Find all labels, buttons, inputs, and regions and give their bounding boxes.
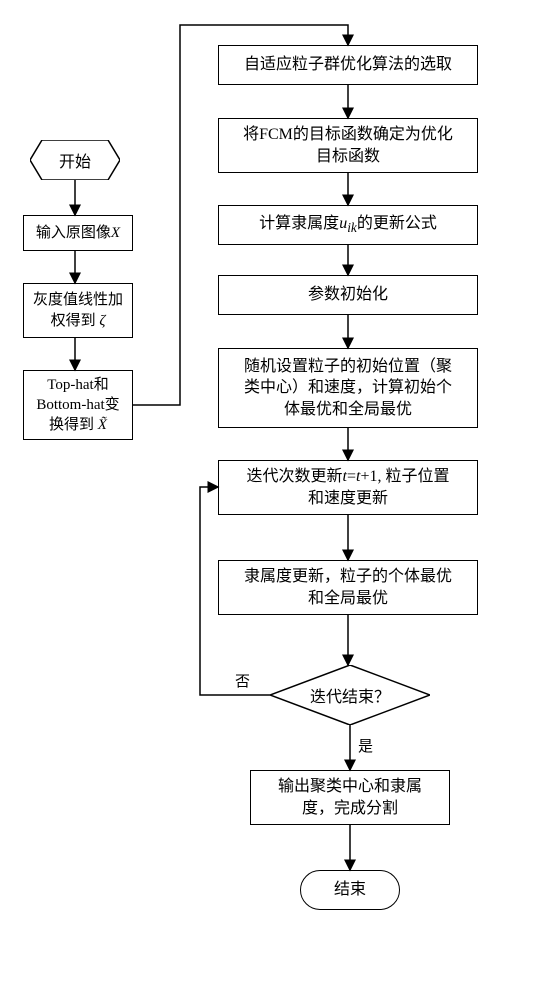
start-label: 开始	[59, 148, 91, 172]
node-init-params-label: 参数初始化	[308, 284, 388, 306]
label-yes: 是	[358, 735, 373, 756]
node-tophat: Top-hat和Bottom-hat变换得到 X̃	[23, 370, 133, 440]
node-fcm-obj-label: 将FCM的目标函数确定为优化目标函数	[243, 124, 453, 167]
node-input-image: 输入原图像X	[23, 215, 133, 251]
node-membership-formula-label: 计算隶属度uik的更新公式	[259, 213, 437, 237]
node-iter-update: 迭代次数更新t=t+1, 粒子位置和速度更新	[218, 460, 478, 515]
node-pso-select: 自适应粒子群优化算法的选取	[218, 45, 478, 85]
node-output-label: 输出聚类中心和隶属度，完成分割	[278, 776, 422, 819]
label-no: 否	[235, 670, 250, 691]
node-pso-select-label: 自适应粒子群优化算法的选取	[244, 54, 452, 76]
decision-node: 迭代结束？	[270, 665, 430, 725]
node-tophat-label: Top-hat和Bottom-hat变换得到 X̃	[36, 375, 119, 436]
end-node: 结束	[300, 870, 400, 910]
start-node: 开始	[30, 140, 120, 180]
node-iter-update-label: 迭代次数更新t=t+1, 粒子位置和速度更新	[247, 466, 450, 509]
node-membership-update-label: 隶属度更新，粒子的个体最优和全局最优	[244, 566, 452, 609]
node-init-particles-label: 随机设置粒子的初始位置（聚类中心）和速度，计算初始个体最优和全局最优	[244, 356, 452, 421]
node-gray-weight: 灰度值线性加权得到 ζ	[23, 283, 133, 338]
node-init-particles: 随机设置粒子的初始位置（聚类中心）和速度，计算初始个体最优和全局最优	[218, 348, 478, 428]
decision-label: 迭代结束？	[310, 683, 390, 707]
end-label: 结束	[334, 879, 366, 901]
node-membership-formula: 计算隶属度uik的更新公式	[218, 205, 478, 245]
node-init-params: 参数初始化	[218, 275, 478, 315]
node-membership-update: 隶属度更新，粒子的个体最优和全局最优	[218, 560, 478, 615]
node-fcm-obj: 将FCM的目标函数确定为优化目标函数	[218, 118, 478, 173]
node-input-image-label: 输入原图像X	[36, 223, 120, 243]
node-output: 输出聚类中心和隶属度，完成分割	[250, 770, 450, 825]
node-gray-weight-label: 灰度值线性加权得到 ζ	[33, 290, 123, 331]
flowchart-canvas: 开始 输入原图像X 灰度值线性加权得到 ζ Top-hat和Bottom-hat…	[0, 0, 533, 1000]
